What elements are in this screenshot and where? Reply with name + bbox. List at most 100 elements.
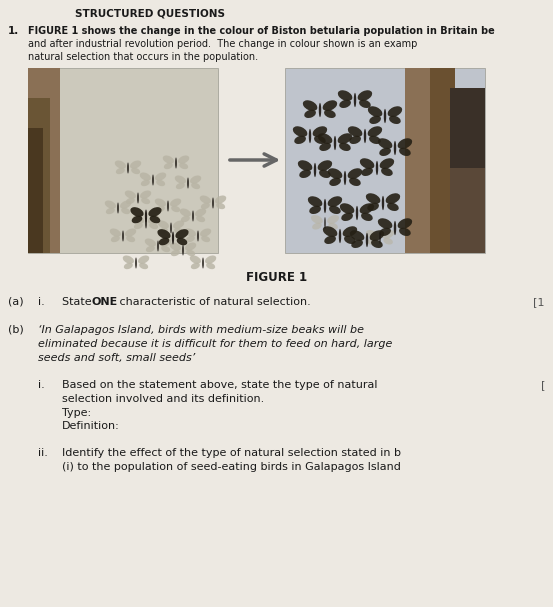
Ellipse shape: [311, 215, 323, 224]
Ellipse shape: [181, 215, 190, 222]
Ellipse shape: [117, 203, 119, 214]
Text: ONE: ONE: [92, 297, 118, 307]
Ellipse shape: [323, 226, 337, 237]
Ellipse shape: [339, 143, 351, 151]
Ellipse shape: [164, 163, 173, 169]
Ellipse shape: [398, 219, 412, 229]
Ellipse shape: [364, 129, 366, 143]
Ellipse shape: [398, 138, 412, 149]
Ellipse shape: [141, 180, 150, 186]
Ellipse shape: [201, 236, 210, 242]
Ellipse shape: [314, 163, 316, 177]
Ellipse shape: [126, 236, 135, 242]
Ellipse shape: [156, 180, 165, 186]
Ellipse shape: [116, 168, 125, 174]
Text: (i) to the population of seed-eating birds in Galapagos Island: (i) to the population of seed-eating bir…: [62, 462, 401, 472]
Ellipse shape: [350, 230, 364, 241]
Ellipse shape: [348, 168, 362, 179]
Ellipse shape: [145, 217, 147, 228]
Ellipse shape: [343, 226, 357, 237]
Ellipse shape: [127, 163, 129, 174]
Ellipse shape: [126, 198, 135, 204]
Ellipse shape: [120, 200, 131, 209]
Text: FIGURE 1 shows the change in the colour of Biston betularia population in Britai: FIGURE 1 shows the change in the colour …: [28, 26, 495, 36]
Ellipse shape: [360, 158, 374, 169]
Ellipse shape: [123, 256, 134, 263]
Ellipse shape: [140, 172, 151, 181]
Ellipse shape: [191, 183, 200, 189]
Ellipse shape: [148, 207, 161, 217]
Ellipse shape: [361, 212, 373, 221]
Ellipse shape: [173, 220, 184, 229]
Ellipse shape: [382, 196, 384, 210]
Ellipse shape: [309, 206, 321, 214]
Ellipse shape: [206, 263, 215, 269]
Ellipse shape: [180, 208, 191, 217]
Ellipse shape: [205, 256, 216, 263]
Ellipse shape: [109, 228, 121, 237]
Ellipse shape: [369, 116, 381, 124]
Text: State: State: [62, 297, 95, 307]
Ellipse shape: [369, 230, 384, 241]
Ellipse shape: [344, 236, 356, 244]
Ellipse shape: [134, 223, 143, 229]
Ellipse shape: [125, 191, 136, 198]
Ellipse shape: [106, 208, 115, 214]
Ellipse shape: [338, 90, 352, 101]
Ellipse shape: [137, 192, 139, 203]
Ellipse shape: [376, 161, 378, 175]
Ellipse shape: [201, 203, 210, 209]
Ellipse shape: [176, 183, 185, 189]
Ellipse shape: [354, 93, 356, 107]
Text: [1: [1: [534, 297, 545, 307]
Ellipse shape: [170, 223, 172, 234]
Ellipse shape: [359, 203, 374, 214]
Ellipse shape: [155, 198, 166, 207]
Text: i.: i.: [38, 297, 45, 307]
Ellipse shape: [182, 245, 184, 256]
Ellipse shape: [348, 126, 362, 137]
Ellipse shape: [196, 215, 205, 222]
Ellipse shape: [130, 160, 141, 169]
Ellipse shape: [341, 212, 353, 221]
Ellipse shape: [125, 228, 136, 237]
Text: eliminated because it is difficult for them to feed on hard, large: eliminated because it is difficult for t…: [38, 339, 393, 349]
Ellipse shape: [367, 238, 377, 245]
Ellipse shape: [317, 160, 332, 171]
Bar: [28, 98, 50, 253]
Ellipse shape: [309, 129, 311, 143]
Ellipse shape: [197, 231, 199, 242]
Ellipse shape: [138, 256, 149, 263]
Ellipse shape: [167, 200, 169, 211]
Ellipse shape: [157, 240, 159, 251]
Text: selection involved and its definition.: selection involved and its definition.: [62, 394, 264, 404]
Ellipse shape: [124, 263, 133, 269]
Ellipse shape: [369, 136, 380, 144]
Ellipse shape: [161, 246, 170, 252]
Ellipse shape: [379, 148, 391, 156]
Text: (b): (b): [8, 325, 24, 335]
Ellipse shape: [344, 171, 346, 185]
Ellipse shape: [190, 256, 201, 263]
Ellipse shape: [328, 168, 342, 179]
Ellipse shape: [329, 206, 341, 214]
Ellipse shape: [339, 229, 341, 243]
Ellipse shape: [387, 203, 399, 211]
Ellipse shape: [170, 198, 181, 207]
Ellipse shape: [175, 229, 189, 239]
Bar: [285, 68, 485, 253]
Text: Based on the statement above, state the type of natural: Based on the statement above, state the …: [62, 380, 378, 390]
Ellipse shape: [324, 110, 336, 118]
Ellipse shape: [152, 174, 154, 186]
Ellipse shape: [384, 109, 386, 123]
Ellipse shape: [192, 211, 194, 222]
Text: seeds and soft, small seeds’: seeds and soft, small seeds’: [38, 353, 195, 363]
Text: STRUCTURED QUESTIONS: STRUCTURED QUESTIONS: [75, 8, 225, 18]
Text: characteristic of natural selection.: characteristic of natural selection.: [116, 297, 311, 307]
Ellipse shape: [202, 257, 204, 268]
Ellipse shape: [132, 215, 142, 223]
Ellipse shape: [385, 193, 400, 204]
Ellipse shape: [185, 228, 196, 237]
Ellipse shape: [304, 110, 316, 118]
Ellipse shape: [122, 231, 124, 242]
